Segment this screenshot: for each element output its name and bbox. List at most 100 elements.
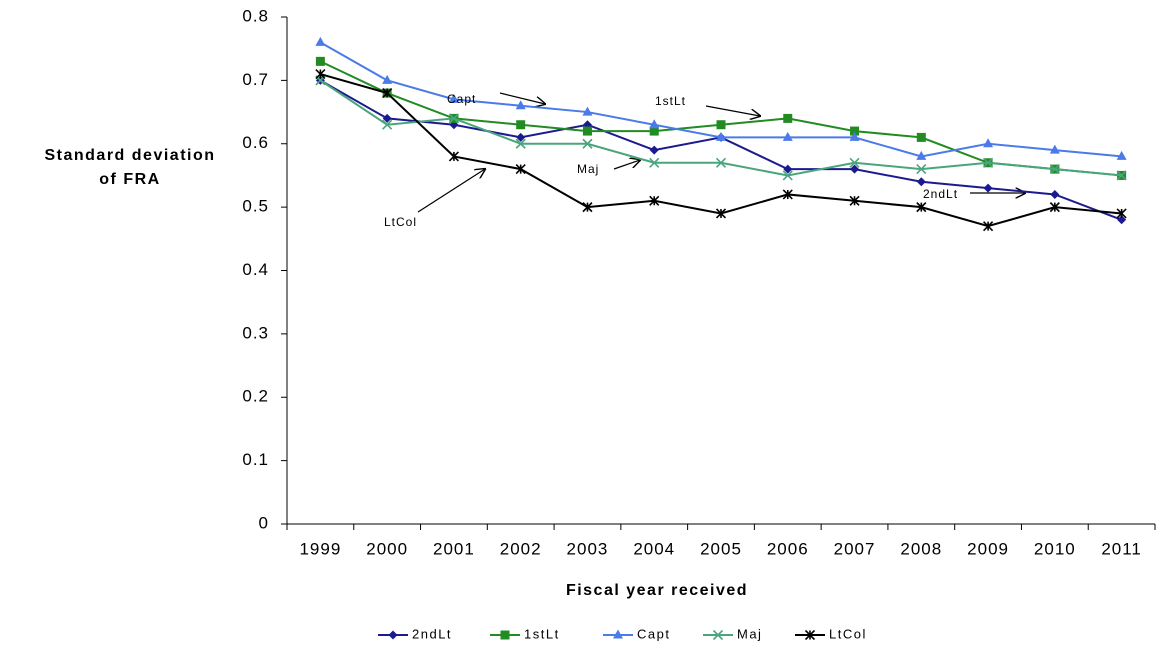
series bbox=[315, 56, 1127, 180]
point bbox=[382, 74, 393, 84]
y-tick-label: 0.4 bbox=[242, 260, 269, 279]
point bbox=[716, 131, 726, 141]
x-tick-label: 1999 bbox=[299, 539, 341, 558]
point bbox=[515, 164, 526, 175]
point bbox=[715, 157, 727, 168]
legend-marker bbox=[804, 629, 816, 641]
point bbox=[916, 132, 926, 142]
point bbox=[1049, 164, 1060, 175]
point bbox=[849, 157, 860, 168]
y-tick-label: 0.2 bbox=[242, 387, 269, 406]
point bbox=[1116, 150, 1127, 160]
x-tick-label: 2004 bbox=[633, 539, 675, 558]
x-tick-label: 2002 bbox=[500, 539, 542, 558]
point bbox=[448, 93, 459, 103]
point bbox=[582, 126, 592, 136]
legend-label: 2ndLt bbox=[412, 626, 452, 641]
arrow bbox=[613, 160, 640, 170]
legend-marker bbox=[613, 629, 623, 639]
y-tick-label: 0 bbox=[259, 513, 269, 532]
point bbox=[983, 138, 994, 148]
x-tick-label: 2003 bbox=[567, 539, 609, 558]
x-axis-label: Fiscal year received bbox=[566, 582, 748, 599]
x-tick-label: 2011 bbox=[1101, 539, 1142, 558]
point bbox=[649, 195, 660, 206]
legend-label: LtCol bbox=[829, 626, 867, 641]
x-tick-label: 2010 bbox=[1034, 539, 1076, 558]
legend-label: 1stLt bbox=[524, 626, 560, 641]
point bbox=[1050, 189, 1060, 199]
point bbox=[516, 120, 526, 130]
point bbox=[983, 183, 993, 193]
point bbox=[649, 126, 659, 136]
series bbox=[315, 75, 1127, 225]
point bbox=[916, 177, 926, 187]
x-tick-label: 2005 bbox=[700, 539, 742, 558]
point bbox=[782, 189, 793, 200]
y-tick-label: 0.3 bbox=[242, 323, 269, 342]
arrow bbox=[705, 105, 760, 116]
annotation: Capt bbox=[447, 92, 476, 106]
point bbox=[1049, 202, 1060, 213]
point bbox=[916, 202, 927, 213]
point bbox=[1116, 208, 1127, 219]
annotation: LtCol bbox=[384, 215, 417, 229]
legend-marker bbox=[388, 630, 398, 640]
annotation: 1stLt bbox=[655, 94, 686, 108]
point bbox=[849, 131, 860, 141]
point bbox=[315, 36, 326, 46]
legend-marker bbox=[500, 630, 510, 640]
legend-item: Capt bbox=[603, 626, 669, 641]
series bbox=[315, 68, 1127, 232]
point bbox=[715, 208, 727, 219]
point bbox=[315, 68, 326, 80]
point bbox=[782, 170, 793, 181]
x-tick-label: 2006 bbox=[767, 539, 809, 558]
annotation: Maj bbox=[577, 162, 599, 176]
x-tick-label: 2009 bbox=[967, 539, 1009, 558]
point bbox=[448, 113, 459, 124]
point bbox=[582, 138, 593, 149]
legend-label: Maj bbox=[737, 626, 762, 641]
series bbox=[315, 75, 1127, 181]
point bbox=[1117, 215, 1127, 225]
y-axis-label: of FRA bbox=[99, 171, 160, 188]
point bbox=[1049, 144, 1060, 154]
point bbox=[582, 106, 593, 116]
x-tick-label: 2001 bbox=[433, 539, 475, 558]
annotation: 2ndLt bbox=[923, 187, 958, 201]
point bbox=[315, 56, 325, 66]
line bbox=[319, 60, 1122, 177]
point bbox=[916, 150, 927, 160]
point bbox=[783, 113, 793, 123]
y-axis-label: Standard deviation bbox=[44, 147, 215, 164]
legend-item: 1stLt bbox=[490, 626, 560, 641]
point bbox=[983, 221, 994, 232]
point bbox=[983, 157, 994, 168]
point bbox=[382, 119, 393, 130]
line bbox=[320, 73, 1122, 228]
point bbox=[850, 164, 860, 174]
point bbox=[515, 100, 526, 110]
point bbox=[849, 195, 860, 206]
point bbox=[716, 120, 726, 130]
line bbox=[319, 79, 1122, 221]
point bbox=[1116, 170, 1127, 181]
annotation-arrows bbox=[417, 92, 1025, 213]
point bbox=[782, 131, 793, 141]
y-tick-label: 0.6 bbox=[242, 133, 269, 152]
legend-item: LtCol bbox=[795, 626, 867, 641]
point bbox=[448, 151, 459, 162]
y-tick-label: 0.1 bbox=[242, 450, 269, 469]
series bbox=[315, 36, 1127, 160]
y-tick-label: 0.5 bbox=[242, 197, 269, 216]
point bbox=[582, 202, 593, 213]
point bbox=[649, 157, 660, 168]
point bbox=[850, 126, 860, 136]
legend-item: 2ndLt bbox=[378, 626, 452, 641]
arrow bbox=[499, 92, 545, 104]
point bbox=[783, 164, 793, 174]
y-tick-label: 0.7 bbox=[242, 70, 269, 89]
point bbox=[382, 113, 392, 123]
